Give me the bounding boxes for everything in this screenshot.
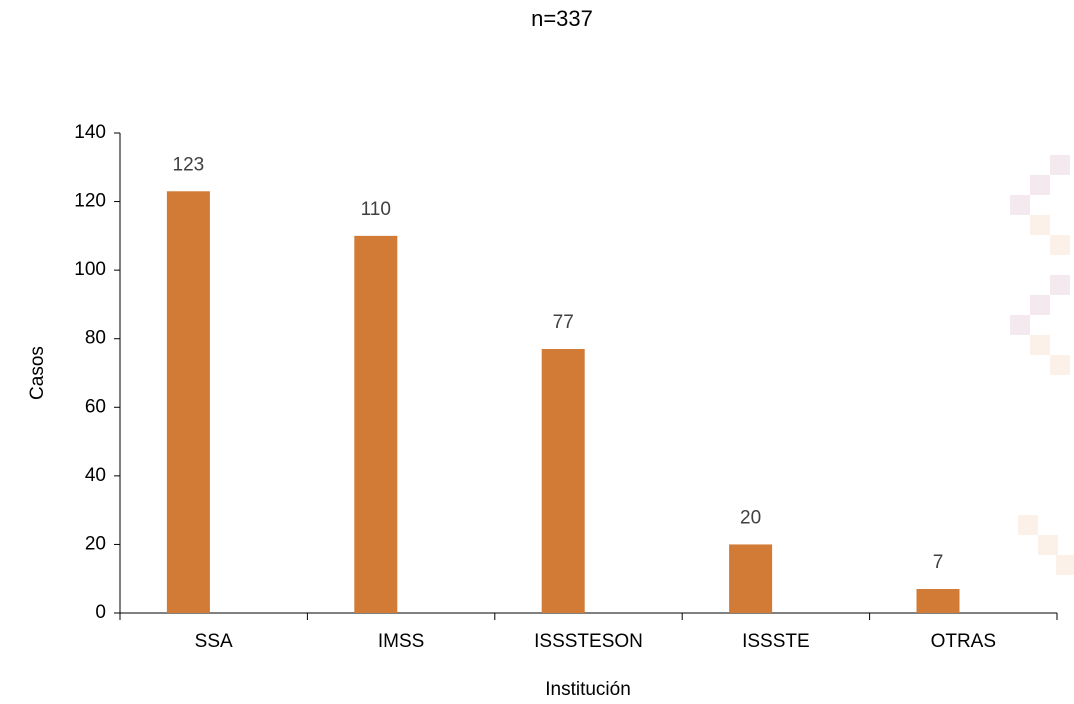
y-axis-label: Casos — [27, 346, 48, 400]
bar — [166, 191, 210, 614]
decoration — [1010, 155, 1074, 575]
bar — [541, 349, 585, 613]
x-tick-label: ISSSTESON — [534, 631, 643, 652]
x-tick-label: IMSS — [378, 631, 424, 652]
data-label: 20 — [740, 507, 761, 528]
x-tick-label: OTRAS — [931, 631, 996, 652]
y-tick-label: 80 — [85, 328, 106, 349]
bar — [354, 235, 398, 613]
x-tick-label: SSA — [195, 631, 233, 652]
data-label: 123 — [173, 154, 205, 175]
x-axis-label: Institución — [545, 679, 631, 700]
y-tick-label: 40 — [85, 465, 106, 486]
bar — [916, 589, 960, 613]
x-tick-label: ISSSTE — [742, 631, 810, 652]
data-label: 77 — [553, 312, 574, 333]
y-tick-label: 20 — [85, 533, 106, 554]
y-tick-label: 140 — [74, 122, 106, 143]
y-tick-label: 120 — [74, 191, 106, 212]
data-label: 7 — [933, 552, 944, 573]
data-label: 110 — [361, 199, 391, 220]
y-tick-label: 0 — [95, 602, 106, 623]
y-tick-label: 60 — [85, 396, 106, 417]
chart-title: n=337 — [531, 6, 593, 31]
bar — [729, 544, 773, 613]
y-tick-label: 100 — [74, 259, 106, 280]
